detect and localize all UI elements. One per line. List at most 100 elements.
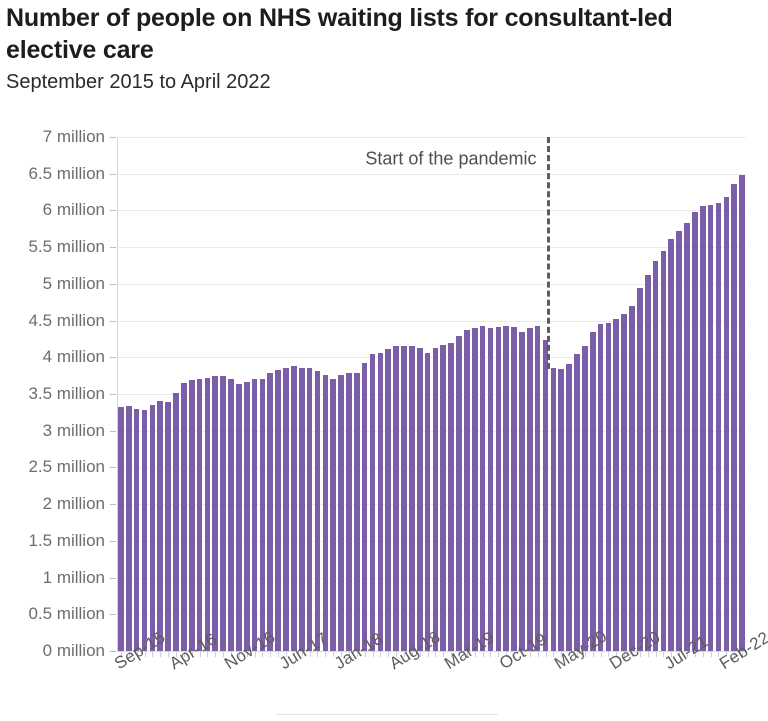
bar [684,222,690,651]
x-axis-tick-mark [255,652,256,657]
bar [613,319,620,651]
x-axis-tick-mark [388,652,389,657]
x-axis-tick-mark [443,652,444,657]
bar [621,313,627,651]
bar [298,367,305,651]
x-axis-tick-mark [365,652,366,657]
bar [243,382,250,651]
x-axis-tick-mark [341,652,342,657]
x-axis-tick-mark [137,652,138,657]
bar [739,175,745,651]
y-axis-tick-mark [110,357,116,358]
gridline [117,578,746,579]
y-axis-tick-label: 3.5 million [28,384,105,403]
bar [409,345,415,651]
bar [322,374,329,651]
x-axis-tick-mark [648,652,649,657]
x-axis-tick-mark [483,652,484,657]
x-axis-tick-mark [593,652,594,657]
bar [361,363,368,651]
x-axis-tick-mark [404,652,405,657]
bar [173,392,179,651]
bar [471,327,478,651]
bar [291,366,297,651]
x-axis-tick-mark [129,652,130,657]
y-axis-tick-mark [110,578,116,579]
bar [283,368,289,651]
bar [424,352,431,651]
bar [605,322,612,651]
x-axis-tick-mark [459,652,460,657]
x-axis-tick-mark [506,652,507,657]
bar [125,406,132,651]
y-axis-tick-label: 5 million [42,273,105,293]
bar [393,345,399,651]
y-axis-tick-label: 6.5 million [28,163,105,183]
bar [181,383,187,651]
bar [118,407,124,651]
y-axis-tick-mark [110,614,116,615]
y-axis-tick-label: 5.5 million [28,237,105,257]
x-axis-tick-mark [262,652,263,657]
y-axis-tick-label: 2.5 million [28,457,105,477]
bar [456,336,462,651]
bar [699,206,706,651]
x-axis-tick-mark [145,652,146,657]
gridline [117,394,746,395]
x-axis-tick-mark [435,652,436,657]
x-axis-tick-mark [671,652,672,657]
bar [597,324,604,651]
x-axis-tick-mark [467,652,468,657]
x-axis-tick-mark [278,652,279,657]
gridline [117,614,746,615]
bar [212,376,219,651]
bar [519,331,525,651]
x-axis-tick-mark [215,652,216,657]
bar [228,379,234,651]
bar [479,326,486,651]
y-axis-tick-mark [110,651,116,652]
y-axis-tick-label: 1 million [42,567,105,587]
x-axis-tick-mark [577,652,578,657]
x-axis-tick-mark [286,652,287,657]
bar [558,369,565,651]
x-axis-tick-mark [412,652,413,657]
x-axis-tick-mark [152,652,153,657]
bar [204,377,211,651]
x-axis-tick-mark [585,652,586,657]
bar [652,261,659,651]
bar [723,197,730,651]
bar [731,184,738,651]
x-axis-tick-mark [121,652,122,657]
footer-divider [276,714,498,715]
gridline [117,504,746,505]
bar [133,408,140,651]
bar [550,367,557,651]
x-axis-tick-mark [679,652,680,657]
gridline [117,467,746,468]
bar [511,327,517,651]
pandemic-annotation-label: Start of the pandemic [365,148,537,169]
x-axis-tick-mark [310,652,311,657]
y-axis-line [117,137,118,652]
bar [487,327,494,651]
gridline [117,431,746,432]
x-axis-tick-mark [718,652,719,657]
y-axis-tick-mark [110,541,116,542]
y-axis-tick-label: 6 million [42,200,105,220]
bar [306,368,313,651]
gridline [117,541,746,542]
bar [566,363,572,651]
y-axis-tick-label: 0 million [42,641,105,660]
x-axis-tick-mark [538,652,539,657]
y-axis-tick-label: 7 million [42,127,105,146]
x-axis-tick-mark [546,652,547,657]
x-axis-tick-mark [530,652,531,657]
x-axis-tick-mark [200,652,201,657]
bar [314,370,321,651]
bar [259,379,266,651]
bar [432,348,439,651]
y-axis-tick-mark [110,431,116,432]
